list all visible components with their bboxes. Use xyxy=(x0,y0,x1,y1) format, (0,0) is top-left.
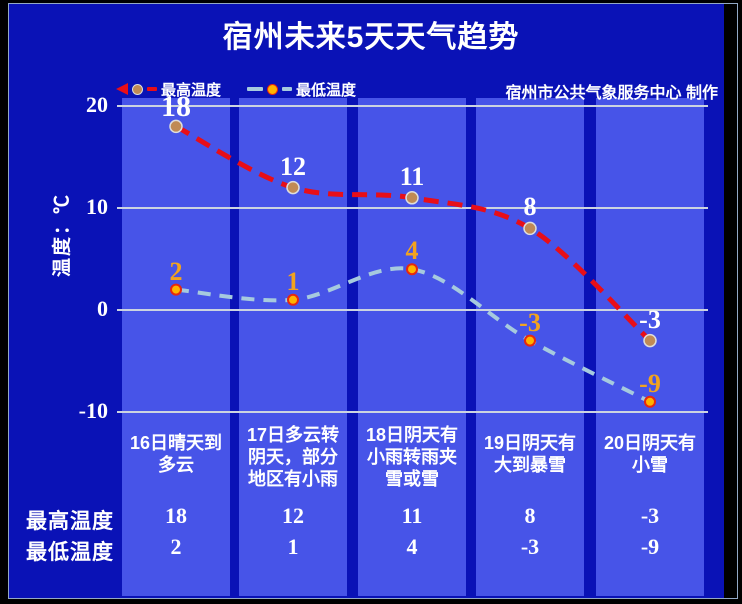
category-label: 18日阴天有 小雨转雨夹 雪或雪 xyxy=(365,425,459,489)
legend-label-max: 最高温度 xyxy=(161,81,222,99)
min-dash-icon xyxy=(282,87,293,91)
category-label: 16日晴天到 多云 xyxy=(129,433,223,475)
max-marker-icon xyxy=(132,83,143,95)
data-point-label: 4 xyxy=(405,236,419,266)
legend-label-min: 最低温度 xyxy=(296,81,357,99)
min-marker-icon xyxy=(267,83,279,95)
data-point-label: -3 xyxy=(519,307,541,337)
y-tick-label: -10 xyxy=(78,398,108,423)
table-cell: 18 xyxy=(165,503,187,528)
data-point-label: 18 xyxy=(161,90,191,124)
table-cell: -3 xyxy=(640,503,660,528)
table-cell: 11 xyxy=(401,503,423,528)
max-dash-icon xyxy=(147,87,157,91)
y-tick-label: 0 xyxy=(97,296,108,321)
table-cell: -9 xyxy=(640,534,660,559)
data-point-label: -9 xyxy=(639,368,661,398)
table-cell: 12 xyxy=(282,503,304,528)
max-line-arrow-icon xyxy=(116,83,128,95)
category-label: 20日阴天有 小雪 xyxy=(603,433,697,475)
legend-item-min: 最低温度 xyxy=(247,79,356,100)
gridline xyxy=(117,411,708,413)
chart-title: 宿州未来5天天气趋势 xyxy=(222,21,520,54)
y-tick-label: 20 xyxy=(86,92,108,117)
category-label: 19日阴天有 大到暴雪 xyxy=(483,433,577,475)
legend: 最高温度 最低温度 xyxy=(116,79,356,100)
min-dash-icon xyxy=(247,87,264,91)
data-point-label: 2 xyxy=(169,256,183,286)
y-axis-title: 温度：℃ xyxy=(52,193,73,278)
y-tick-label: 10 xyxy=(86,194,108,219)
data-point-label: 1 xyxy=(286,266,300,296)
legend-item-max: 最高温度 xyxy=(116,79,221,100)
data-point-label: 12 xyxy=(280,151,306,181)
table-cell: 8 xyxy=(524,503,536,528)
table-row-label-min: 最低温度 xyxy=(26,541,114,564)
table-cell: 1 xyxy=(287,534,299,559)
table-cell: 2 xyxy=(170,534,182,559)
gridline xyxy=(117,207,708,209)
category-label: 17日多云转 阴天，部分 地区有小雨 xyxy=(246,425,340,489)
gridline xyxy=(117,105,708,107)
data-point-label: -3 xyxy=(639,304,661,334)
table-row-label-max: 最高温度 xyxy=(26,510,114,533)
data-point-label: 11 xyxy=(399,161,425,191)
table-cell: 4 xyxy=(406,534,418,559)
panel-right-strip xyxy=(724,4,737,598)
credit-text: 宿州市公共气象服务中心 制作 xyxy=(505,85,718,102)
table-cell: -3 xyxy=(520,534,540,559)
data-point-label: 8 xyxy=(523,192,537,222)
